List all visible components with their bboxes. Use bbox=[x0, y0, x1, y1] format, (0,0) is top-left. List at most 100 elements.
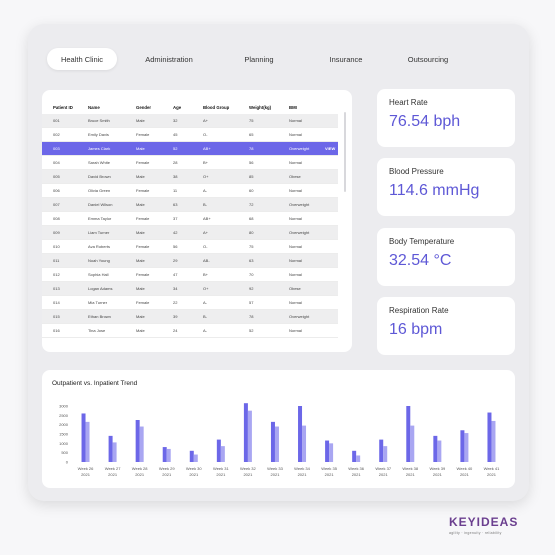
table-cell: Normal bbox=[289, 300, 302, 305]
bar-series-1[interactable] bbox=[325, 440, 330, 462]
table-row[interactable]: 014 Mia Turner Female 22 A- 57 Normal bbox=[42, 296, 338, 310]
bar-series-1[interactable] bbox=[135, 420, 140, 462]
table-row[interactable]: 003 James Clark Male 52 AB+ 78 Overweight VIEW bbox=[42, 142, 338, 156]
table-cell: Logan Adams bbox=[88, 286, 113, 291]
bar-series-2[interactable] bbox=[464, 433, 469, 462]
body-temperature-card: Body Temperature 32.54 °C bbox=[377, 228, 515, 286]
tab-health-clinic[interactable]: Health Clinic bbox=[47, 48, 117, 70]
table-row[interactable]: 010 Ava Roberts Female 56 O- 75 Normal bbox=[42, 240, 338, 254]
bar-series-2[interactable] bbox=[112, 442, 117, 462]
table-cell: Sarah White bbox=[88, 160, 111, 165]
x-tick-label: 2021 bbox=[379, 472, 389, 477]
bar-series-2[interactable] bbox=[302, 425, 307, 462]
table-cell: Bruce Smith bbox=[88, 118, 110, 123]
bar-series-2[interactable] bbox=[193, 454, 198, 462]
table-cell: 47 bbox=[173, 272, 178, 277]
bar-series-2[interactable] bbox=[356, 455, 361, 462]
table-body: 001 Bruce Smith Male 32 A+ 75 Normal 002 Emily D… bbox=[42, 114, 352, 338]
table-cell: Daniel Wilson bbox=[88, 202, 113, 207]
bar-series-1[interactable] bbox=[216, 439, 221, 462]
bar-series-2[interactable] bbox=[85, 421, 90, 462]
blood-pressure-card: Blood Pressure 114.6 mmHg bbox=[377, 158, 515, 216]
x-tick-label: Week 34 bbox=[294, 466, 310, 471]
table-row[interactable]: 006 Olivia Green Female 11 A- 60 Normal bbox=[42, 184, 338, 198]
table-cell: Male bbox=[136, 174, 145, 179]
heart-rate-label: Heart Rate bbox=[389, 98, 428, 107]
bar-series-1[interactable] bbox=[162, 447, 167, 462]
bar-series-1[interactable] bbox=[379, 439, 384, 462]
col-name: Name bbox=[88, 104, 100, 110]
bar-series-2[interactable] bbox=[437, 440, 442, 462]
tab-outsourcing[interactable]: Outsourcing bbox=[407, 54, 449, 64]
table-row[interactable]: 009 Liam Turner Male 42 A+ 80 Overweight bbox=[42, 226, 338, 240]
table-cell: Female bbox=[136, 188, 150, 193]
bar-series-2[interactable] bbox=[247, 410, 252, 462]
table-cell: 010 bbox=[53, 244, 60, 249]
table-cell: 005 bbox=[53, 174, 60, 179]
bar-series-1[interactable] bbox=[487, 412, 492, 462]
x-tick-label: Week 32 bbox=[240, 466, 256, 471]
table-row[interactable]: 012 Sophia Hall Female 47 B+ 70 Normal bbox=[42, 268, 338, 282]
view-link[interactable]: VIEW bbox=[325, 146, 336, 151]
table-cell: Obese bbox=[289, 286, 301, 291]
bar-series-1[interactable] bbox=[298, 406, 303, 462]
table-cell: Mia Turner bbox=[88, 300, 108, 305]
table-cell: 70 bbox=[249, 272, 254, 277]
tab-insurance[interactable]: Insurance bbox=[329, 54, 363, 64]
x-tick-label: 2021 bbox=[352, 472, 362, 477]
x-tick-label: Week 26 bbox=[78, 466, 94, 471]
bar-series-2[interactable] bbox=[383, 446, 388, 462]
bar-series-1[interactable] bbox=[81, 413, 86, 462]
brand-logo: KEYIDEAS agility · ingenuity · reliabili… bbox=[449, 515, 518, 535]
table-cell: 72 bbox=[249, 202, 254, 207]
bar-series-1[interactable] bbox=[406, 406, 411, 462]
table-scrollbar[interactable] bbox=[344, 112, 346, 192]
bar-series-1[interactable] bbox=[352, 450, 357, 462]
bar-series-1[interactable] bbox=[460, 430, 465, 462]
table-row[interactable]: 015 Ethan Brown Male 39 B- 78 Overweight bbox=[42, 310, 338, 324]
table-cell: Noah Young bbox=[88, 258, 110, 263]
bar-series-2[interactable] bbox=[329, 443, 334, 462]
table-cell: Ava Roberts bbox=[88, 244, 110, 249]
bar-series-1[interactable] bbox=[243, 403, 248, 462]
table-row[interactable]: 005 David Brown Male 38 O+ 85 Obese bbox=[42, 170, 338, 184]
bar-series-1[interactable] bbox=[108, 435, 113, 462]
table-row[interactable]: 011 Noah Young Male 29 AB- 63 Normal bbox=[42, 254, 338, 268]
table-cell: 006 bbox=[53, 188, 60, 193]
bar-series-2[interactable] bbox=[274, 426, 279, 462]
tab-administration[interactable]: Administration bbox=[145, 54, 193, 64]
bar-series-1[interactable] bbox=[189, 450, 194, 462]
table-cell: David Brown bbox=[88, 174, 111, 179]
table-cell: Normal bbox=[289, 188, 302, 193]
bar-series-2[interactable] bbox=[139, 426, 144, 462]
table-cell: AB- bbox=[203, 258, 210, 263]
table-cell: 009 bbox=[53, 230, 60, 235]
bar-series-2[interactable] bbox=[220, 446, 225, 462]
table-row[interactable]: 007 Daniel Wilson Male 63 B- 72 Overweight bbox=[42, 198, 338, 212]
table-cell: B- bbox=[203, 314, 207, 319]
col-age: Age bbox=[173, 104, 182, 110]
table-row[interactable]: 001 Bruce Smith Male 32 A+ 75 Normal bbox=[42, 114, 338, 128]
bar-series-1[interactable] bbox=[433, 435, 438, 462]
table-cell: Male bbox=[136, 202, 145, 207]
table-row[interactable]: 013 Logan Adams Male 34 O+ 92 Obese bbox=[42, 282, 338, 296]
table-row[interactable]: 004 Sarah White Female 28 B+ 56 Normal bbox=[42, 156, 338, 170]
table-cell: 85 bbox=[249, 174, 254, 179]
table-row[interactable]: 016 Tina Jose Male 24 A- 52 Normal bbox=[42, 324, 338, 338]
bar-series-2[interactable] bbox=[491, 420, 496, 462]
bar-series-2[interactable] bbox=[166, 448, 171, 462]
blood-pressure-value: 114.6 mmHg bbox=[389, 182, 480, 199]
bar-series-2[interactable] bbox=[410, 425, 415, 462]
table-row[interactable]: 008 Emma Taylor Female 37 AB+ 68 Normal bbox=[42, 212, 338, 226]
table-cell: 007 bbox=[53, 202, 60, 207]
x-tick-label: Week 27 bbox=[105, 466, 121, 471]
table-row[interactable]: 002 Emily Davis Female 45 O- 65 Normal bbox=[42, 128, 338, 142]
table-cell: Liam Turner bbox=[88, 230, 110, 235]
body-temperature-label: Body Temperature bbox=[389, 237, 455, 246]
table-cell: 75 bbox=[249, 118, 254, 123]
brand-tagline: agility · ingenuity · reliability bbox=[449, 531, 502, 535]
x-tick-label: 2021 bbox=[325, 472, 335, 477]
table-cell: B- bbox=[203, 202, 207, 207]
tab-planning[interactable]: Planning bbox=[244, 54, 274, 64]
bar-series-1[interactable] bbox=[270, 421, 275, 462]
